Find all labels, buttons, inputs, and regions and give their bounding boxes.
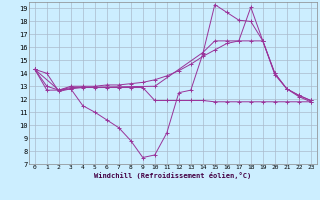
- X-axis label: Windchill (Refroidissement éolien,°C): Windchill (Refroidissement éolien,°C): [94, 172, 252, 179]
